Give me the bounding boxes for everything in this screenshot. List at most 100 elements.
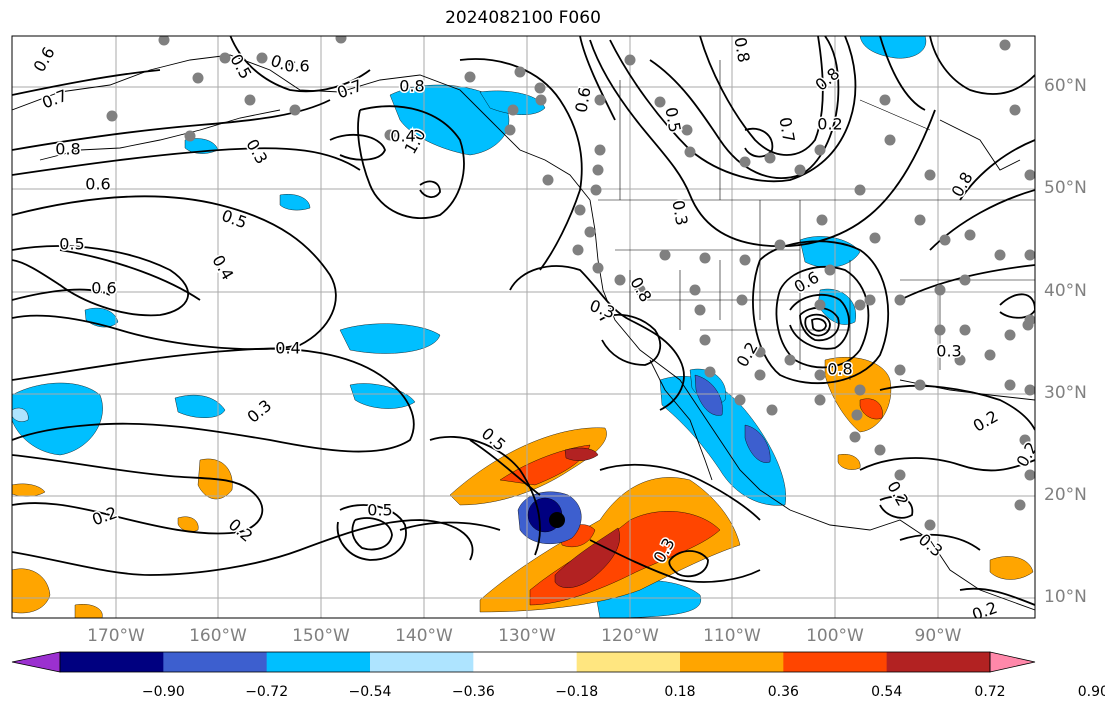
longitude-label: 150°W (292, 626, 350, 646)
colorbar-tick-label: −0.72 (245, 684, 289, 700)
station-dot (939, 234, 951, 246)
station-dot (1024, 249, 1035, 261)
station-dot (814, 394, 826, 406)
colorbar-segment (370, 652, 474, 672)
station-dot (535, 94, 547, 106)
colorbar-tick-label: −0.54 (348, 684, 392, 700)
station-dot (774, 239, 786, 251)
colorbar-max-arrow (989, 651, 1036, 673)
station-dot (954, 354, 966, 366)
contour-line (12, 195, 337, 350)
contour-line (789, 293, 850, 350)
station-dot (1022, 319, 1034, 331)
station-dot (289, 104, 301, 116)
station-dot (624, 54, 636, 66)
contour-line (419, 180, 441, 198)
contour-label: 0.8 (399, 77, 424, 96)
latitude-label: 50°N (1044, 178, 1087, 198)
anomaly-region (349, 383, 416, 409)
map-frame (11, 35, 1036, 619)
cyclone-center (549, 512, 565, 528)
contour-label: 0.4 (275, 339, 300, 358)
coastline-west-us (589, 199, 791, 511)
contour-line (599, 313, 662, 366)
station-dot (766, 404, 778, 416)
station-dot (1004, 379, 1016, 391)
contour-line (59, 249, 201, 301)
station-dot (734, 394, 746, 406)
contour-line (469, 439, 541, 496)
anomaly-region (12, 568, 51, 614)
contour-line (599, 463, 761, 521)
station-dot (584, 226, 596, 238)
anomaly-region (177, 516, 199, 532)
contour-line (775, 266, 870, 369)
coastline-mexico (789, 509, 1035, 611)
station-dot (849, 431, 861, 443)
station-dot (739, 254, 751, 266)
station-dot (634, 284, 646, 296)
contour-line (804, 313, 831, 337)
station-dot (854, 299, 866, 311)
station-dot (736, 294, 748, 306)
station-dot (814, 369, 826, 381)
coastline-baja (649, 359, 713, 481)
anomaly-region (479, 90, 546, 115)
station-dot (704, 366, 716, 378)
station-dot (464, 71, 476, 83)
colorbar-tick-label: −0.90 (141, 684, 185, 700)
station-dot (335, 36, 347, 44)
station-dot (894, 469, 906, 481)
contour-line (579, 36, 616, 121)
contour-line (668, 550, 709, 578)
contour-line (12, 454, 264, 535)
longitude-label: 170°W (87, 626, 145, 646)
contour-line (699, 36, 824, 156)
contour-line (811, 317, 827, 332)
colorbar-frame (59, 651, 991, 673)
colorbar-segment (473, 652, 578, 672)
station-dot (659, 249, 671, 261)
contour-line (429, 436, 541, 556)
station-dot (864, 294, 876, 306)
colorbar-segment (783, 652, 888, 672)
map-area: 0.60.70.80.60.50.60.40.50.40.30.2 0.20.5 0… (12, 36, 1035, 618)
anomaly-region (12, 382, 103, 456)
contour-line (959, 139, 1035, 201)
station-dot (854, 384, 866, 396)
contour-label: 0.3 (936, 342, 961, 361)
contour-line (879, 36, 926, 111)
station-dot (994, 249, 1006, 261)
colorbar-tick-label: 0.90 (1077, 684, 1105, 700)
contour-label: 0.5 (367, 501, 392, 520)
latitude-label: 30°N (1044, 383, 1087, 403)
contour-line (12, 69, 161, 96)
latitude-label: 60°N (1044, 76, 1087, 96)
station-dot (851, 409, 863, 421)
anomaly-region (554, 527, 620, 588)
contour-line (744, 127, 774, 158)
station-dot (984, 349, 996, 361)
coastline-hudson (939, 119, 1021, 171)
anomaly-region (989, 556, 1034, 580)
contour-line (399, 521, 501, 531)
colorbar-tick-label: 0.72 (974, 684, 1006, 700)
colorbar-tick-label: 0.18 (664, 684, 696, 700)
station-dot (1024, 469, 1035, 481)
contour-line (589, 539, 761, 583)
contour-line (589, 39, 936, 248)
colorbar-segment (886, 652, 991, 672)
station-dot (1004, 329, 1016, 341)
longitude-label: 100°W (806, 626, 864, 646)
contour-line (929, 36, 1035, 95)
colorbar-segment (266, 652, 371, 672)
station-dot (244, 94, 256, 106)
contour-line (351, 517, 393, 551)
contour-label: 0.2 (817, 115, 842, 134)
station-dot (816, 214, 828, 226)
latitude-label: 10°N (1044, 587, 1087, 607)
contour-label: 0.4 (390, 127, 415, 146)
station-dot (534, 82, 546, 94)
station-dot (684, 146, 696, 158)
